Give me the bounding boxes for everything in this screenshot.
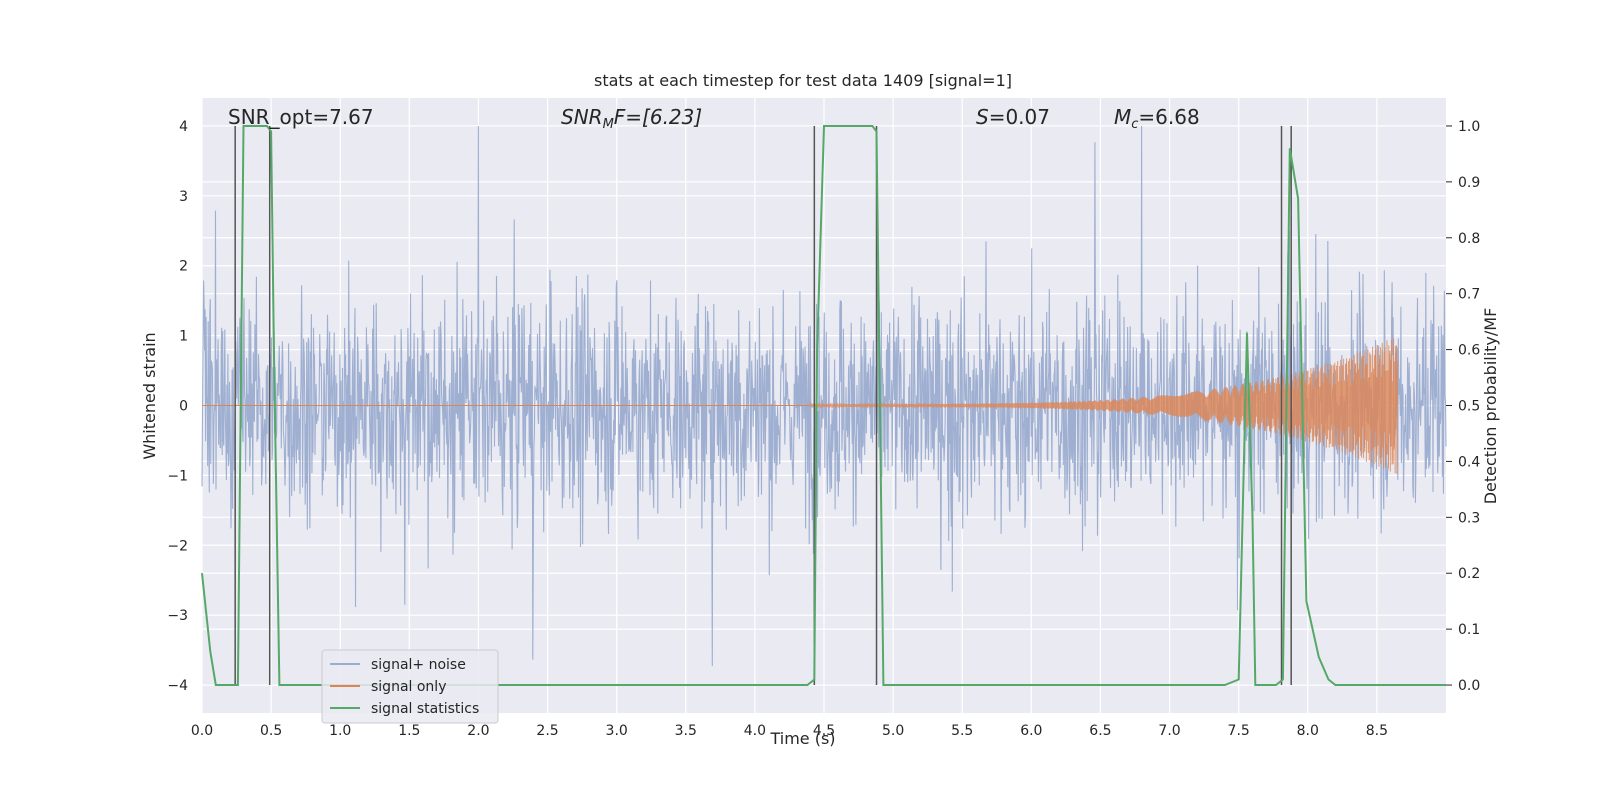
stats-line [201,125,1446,686]
right-y-axis-ticks: 1.0 0.9 0.8 0.7 0.6 0.5 0.4 0.3 0.2 0.1 0.0 [1446,119,1480,694]
right-tick-label: 0.7 [1458,287,1480,303]
x-tick-label: 6.0 [1020,723,1042,739]
x-tick-label: 6.5 [1089,723,1111,739]
x-tick-label: 5.5 [951,723,973,739]
annotation-mc: Mc=6.68 [1114,105,1200,132]
right-tick-label: 0.0 [1458,678,1480,694]
right-tick-label: 0.4 [1458,454,1480,470]
s-rest: =0.07 [989,105,1050,129]
x-tick-label: 3.5 [675,723,697,739]
x-tick-label: 7.0 [1158,723,1180,739]
y-tick-label: −1 [167,468,188,484]
annotation-snr-mf: SNRMF=[6.23] [561,105,702,132]
detection-markers [234,125,1292,686]
x-tick-label: 2.0 [467,723,489,739]
right-tick-label: 0.5 [1458,399,1480,415]
x-tick-label: 8.5 [1366,723,1388,739]
signal-chirp [809,338,1399,474]
x-tick-label: 8.0 [1297,723,1319,739]
y-axis-ticks: 4 3 2 1 0 −1 −2 −3 −4 [167,119,188,694]
legend-label-stats: signal statistics [371,701,479,717]
y-tick-label: 4 [179,119,188,135]
mc-sub: c [1131,117,1138,132]
y-tick-label: 2 [179,259,188,275]
legend-box [321,649,499,724]
signal-only-series [202,338,1399,474]
x-tick-label: 0.0 [191,723,213,739]
x-tick-label: 5.0 [882,723,904,739]
snr-mf-sub: M [603,117,614,132]
x-tick-label: 1.5 [398,723,420,739]
right-tick-label: 0.6 [1458,343,1480,359]
x-tick-label: 3.0 [606,723,628,739]
y-tick-label: −4 [167,678,188,694]
right-tick-label: 0.8 [1458,231,1480,247]
y-axis-label: Whitened strain [140,332,159,459]
chart-title: stats at each timestep for test data 140… [594,71,1012,90]
s-var: S [976,105,989,129]
x-tick-label: 7.5 [1228,723,1250,739]
x-axis-label: Time (s) [769,729,835,748]
right-y-axis-label: Detection probability/MF [1481,308,1500,505]
y-tick-label: −3 [167,608,188,624]
legend-label-noise: signal+ noise [371,657,466,673]
right-tick-label: 0.2 [1458,566,1480,582]
legend: signal+ noise signal only signal statist… [321,649,499,724]
snr-mf-main: SNR [561,105,603,129]
x-tick-label: 1.0 [329,723,351,739]
annotation-s: S=0.07 [976,105,1050,129]
x-tick-label: 2.5 [536,723,558,739]
right-tick-label: 1.0 [1458,119,1480,135]
y-tick-label: −2 [167,538,188,554]
legend-label-signal: signal only [371,679,446,695]
mc-rest: =6.68 [1138,105,1199,129]
right-tick-label: 0.1 [1458,622,1480,638]
right-tick-label: 0.3 [1458,510,1480,526]
x-tick-label: 0.5 [260,723,282,739]
x-tick-label: 4.5 [813,723,835,739]
signal-statistics-series [201,125,1446,686]
y-tick-label: 1 [179,329,188,345]
snr-mf-rest: F=[6.23] [614,105,702,129]
annotation-snr-opt: SNR_opt=7.67 [228,105,374,129]
right-tick-label: 0.9 [1458,175,1480,191]
x-axis-ticks: 0.0 0.5 1.0 1.5 2.0 2.5 3.0 3.5 4.0 4.5 5.0 5.5 6.0 6… [191,723,1388,739]
mc-main: M [1114,105,1131,129]
x-tick-label: 4.0 [744,723,766,739]
y-tick-label: 0 [179,399,188,415]
y-tick-label: 3 [179,189,188,205]
